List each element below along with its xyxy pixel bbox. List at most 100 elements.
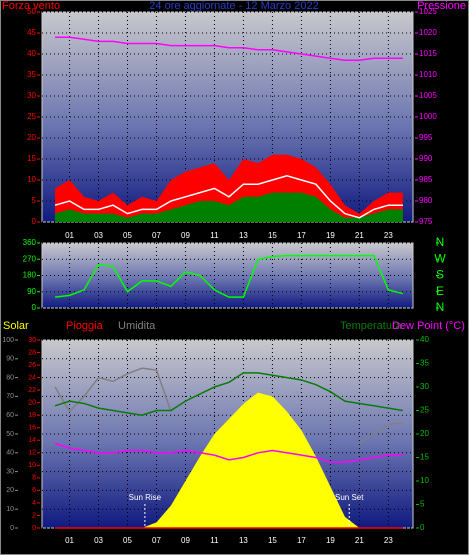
x-tick-label: 09	[181, 231, 190, 240]
y-tick-label: 20	[27, 133, 36, 142]
y-tick-label: 30	[6, 468, 14, 475]
y-tick-label: 12	[28, 450, 36, 457]
y2-axis-label: Pressione	[417, 0, 466, 12]
x-tick-label: 07	[152, 231, 161, 240]
y-tick-label: 180	[23, 271, 37, 280]
y-tick-label: 45	[27, 28, 36, 37]
x-tick-label: 11	[210, 536, 219, 545]
y-tick-label: 980	[419, 196, 433, 205]
y-tick-label: 975	[419, 217, 433, 226]
y-tick-label: 10	[420, 476, 429, 485]
y-tick-label: 270	[23, 254, 37, 263]
x-tick-label: 11	[210, 231, 219, 240]
y-tick-label: 24	[28, 374, 36, 381]
x-tick-label: 17	[297, 536, 306, 545]
y-tick-label: 0	[10, 525, 14, 532]
y-tick-label: 50	[6, 431, 14, 438]
y-tick-label: 60	[6, 412, 14, 419]
y-tick-label: 80	[6, 374, 14, 381]
y-tick-label: 8	[32, 475, 36, 482]
legend-entry: Umidita	[118, 320, 156, 332]
series-line	[54, 367, 172, 413]
y-tick-label: 20	[420, 429, 429, 438]
y-tick-label: 50	[27, 7, 36, 16]
y-tick-label: 985	[419, 175, 433, 184]
y-tick-label: 1010	[419, 70, 437, 79]
y-tick-label: 0	[420, 523, 425, 532]
x-tick-label: 19	[326, 536, 335, 545]
legend-entry: Solar	[3, 320, 29, 332]
y-tick-label: 1025	[419, 7, 437, 16]
x-tick-label: 21	[355, 536, 364, 545]
series-line	[358, 421, 403, 445]
y-tick-label: 30	[27, 91, 36, 100]
x-tick-label: 05	[123, 536, 132, 545]
y-tick-label: 22	[28, 387, 36, 394]
y-tick-label: 40	[27, 49, 36, 58]
y-tick-label: 30	[420, 382, 429, 391]
y-tick-label: S	[436, 268, 444, 282]
y-tick-label: 6	[32, 487, 36, 494]
y-tick-label: 25	[420, 406, 429, 415]
x-tick-label: 01	[65, 536, 74, 545]
series-line	[54, 175, 403, 219]
y-tick-label: 0	[32, 303, 37, 312]
series-line	[54, 254, 404, 298]
y-tick-label: 2	[32, 512, 36, 519]
y-tick-label: 30	[28, 337, 36, 344]
y-tick-label: 28	[28, 349, 36, 356]
y-tick-label: 40	[6, 450, 14, 457]
y-tick-label: N	[436, 300, 445, 314]
y-tick-label: 15	[27, 154, 36, 163]
y-tick-label: 10	[27, 175, 36, 184]
series-area	[55, 192, 403, 222]
y-tick-label: 990	[419, 154, 433, 163]
y-tick-label: 18	[28, 412, 36, 419]
x-tick-label: 07	[152, 536, 161, 545]
y-tick-label: 1005	[419, 91, 437, 100]
y-tick-label: 5	[32, 196, 37, 205]
y-tick-label: 10	[28, 462, 36, 469]
x-tick-label: 15	[268, 536, 277, 545]
x-tick-label: 23	[384, 536, 393, 545]
x-tick-label: 13	[239, 536, 248, 545]
y-tick-label: 10	[6, 506, 14, 513]
legend-entry: Temperatura	[340, 320, 403, 332]
y-tick-label: W	[434, 251, 446, 265]
y-tick-label: 995	[419, 133, 433, 142]
y-tick-label: 35	[420, 359, 429, 368]
series-line	[54, 372, 403, 416]
y-tick-label: 1015	[419, 49, 437, 58]
y-tick-label: 25	[27, 112, 36, 121]
chart-title: 24 ore aggiornate - 12 Marzo 2022	[149, 0, 318, 12]
x-tick-label: 01	[65, 231, 74, 240]
y-tick-label: 40	[420, 335, 429, 344]
x-tick-label: 05	[123, 231, 132, 240]
y-tick-label: 70	[6, 393, 14, 400]
x-tick-label: 17	[297, 231, 306, 240]
y-tick-label: 0	[32, 217, 37, 226]
x-tick-label: 21	[355, 231, 364, 240]
series-line	[54, 442, 403, 463]
x-tick-label: 09	[181, 536, 190, 545]
y-axis-label: Forza vento	[2, 0, 60, 12]
y-tick-label: 15	[420, 453, 429, 462]
y-tick-label: 5	[420, 500, 425, 509]
x-tick-label: 23	[384, 231, 393, 240]
annotation: Sun Rise	[129, 493, 162, 502]
y-tick-label: 0	[32, 525, 36, 532]
x-tick-label: 13	[239, 231, 248, 240]
y-tick-label: 1020	[419, 28, 437, 37]
x-tick-label: 19	[326, 231, 335, 240]
annotation: Sun Set	[335, 493, 364, 502]
x-tick-label: 03	[94, 231, 103, 240]
y-tick-label: 35	[27, 70, 36, 79]
y-tick-label: E	[436, 284, 444, 298]
series-line	[55, 36, 403, 62]
y-tick-label: 16	[28, 425, 36, 432]
y-tick-label: 360	[23, 238, 37, 247]
y-tick-label: 20	[6, 487, 14, 494]
x-tick-label: 03	[94, 536, 103, 545]
y-tick-label: 90	[27, 287, 36, 296]
y-tick-label: 100	[2, 337, 14, 344]
